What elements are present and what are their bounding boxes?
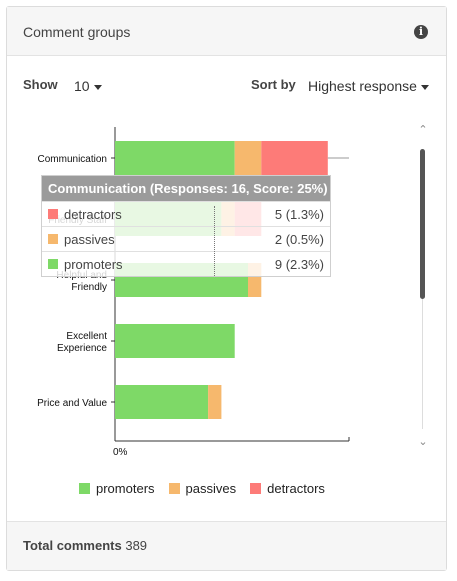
tooltip-swatch-passives	[48, 234, 58, 244]
tooltip-swatch-promoters	[48, 259, 58, 269]
tooltip-row-promoters: promoters 9 (2.3%)	[42, 251, 330, 276]
legend-item-detractors[interactable]: detractors	[250, 481, 325, 496]
tooltip-row-detractors: detractors 5 (1.3%)	[42, 201, 330, 226]
category-label: Excellent	[66, 331, 107, 342]
tooltip-value: 9 (2.3%)	[274, 256, 324, 272]
legend-swatch-detractors	[250, 483, 262, 494]
total-comments: Total comments 389	[23, 538, 147, 553]
legend-label: passives	[185, 481, 237, 496]
tooltip-title: Communication (Responses: 16, Score: 25%…	[42, 176, 330, 201]
legend-label: detractors	[267, 481, 325, 496]
bar-promoters	[115, 141, 235, 175]
bar-promoters	[115, 324, 235, 358]
tooltip-row-passives: passives 2 (0.5%)	[42, 226, 330, 251]
tooltip-name: detractors	[64, 206, 122, 222]
bar-passives	[234, 141, 262, 175]
panel-header: Comment groups i	[7, 7, 446, 56]
comment-groups-panel: Comment groups i Show 10 Sort by Highest…	[6, 6, 447, 571]
chart-scrollbar[interactable]: ⌃ ⌄	[416, 124, 430, 448]
chevron-down-icon	[93, 84, 102, 90]
sort-label: Sort by	[251, 77, 296, 92]
tooltip-value: 5 (1.3%)	[274, 206, 324, 222]
category-label: Communication	[38, 154, 107, 165]
tooltip-value: 2 (0.5%)	[274, 231, 324, 247]
bar-detractors	[261, 141, 328, 175]
tooltip-name: passives	[64, 231, 115, 247]
show-label: Show	[23, 77, 58, 92]
category-label: Price and Value	[37, 398, 107, 409]
bar-passives	[208, 385, 222, 419]
panel-footer: Total comments 389	[7, 521, 446, 570]
category-label: Friendly	[71, 282, 107, 293]
legend-swatch-passives	[168, 483, 180, 494]
total-comments-label: Total comments	[23, 538, 122, 553]
info-icon[interactable]: i	[414, 25, 428, 39]
legend-swatch-promoters	[79, 483, 90, 494]
chart-tooltip: Communication (Responses: 16, Score: 25%…	[41, 175, 331, 277]
sort-value: Highest response	[308, 78, 417, 94]
bar-promoters	[115, 385, 209, 419]
tooltip-crosshair	[214, 206, 215, 276]
scroll-up-icon[interactable]: ⌃	[418, 124, 428, 136]
panel-title: Comment groups	[23, 24, 131, 40]
total-comments-value: 389	[125, 538, 148, 553]
tooltip-name: promoters	[64, 256, 123, 272]
show-count-dropdown[interactable]: 10	[74, 78, 102, 94]
chevron-down-icon	[420, 84, 429, 90]
legend-label: promoters	[96, 481, 155, 496]
show-count-value: 10	[74, 78, 90, 94]
legend-item-passives[interactable]: passives	[168, 481, 237, 496]
category-label: Experience	[57, 343, 107, 354]
x-tick-label: 0%	[113, 447, 128, 458]
scroll-down-icon[interactable]: ⌄	[418, 436, 428, 448]
legend-item-promoters[interactable]: promoters	[79, 481, 155, 496]
chart-legend: promoters passives detractors	[79, 481, 325, 496]
sort-dropdown[interactable]: Highest response	[308, 78, 429, 94]
scroll-thumb[interactable]	[420, 149, 425, 299]
tooltip-swatch-detractors	[48, 209, 58, 219]
